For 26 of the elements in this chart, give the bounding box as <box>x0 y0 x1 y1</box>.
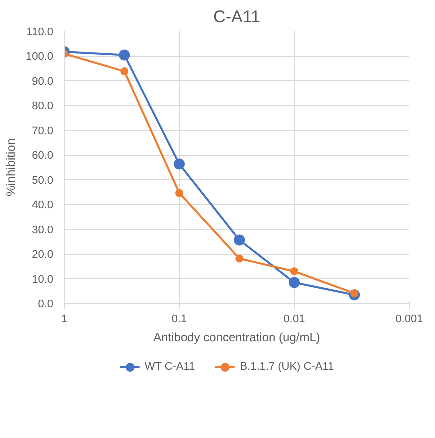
y-tick-label: 90.0 <box>32 76 54 88</box>
x-axis-title: Antibody concentration (ug/mL) <box>154 330 320 344</box>
point <box>120 68 129 76</box>
point <box>236 254 244 263</box>
y-tick-label: 20.0 <box>32 249 54 262</box>
x-tick-label: 0.01 <box>284 314 306 326</box>
y-tick-label: 70.0 <box>32 125 54 138</box>
x-tick-label: 1 <box>61 314 68 326</box>
y-axis-title: %inhibition <box>4 138 18 197</box>
point <box>234 234 246 246</box>
legend-label: B.1.1.7 (UK) C-A11 <box>240 361 334 373</box>
point <box>350 290 359 298</box>
point <box>119 50 130 61</box>
y-tick-label: 100.0 <box>26 51 54 64</box>
legend-label: WT C-A11 <box>144 361 196 373</box>
y-tick-label: 50.0 <box>32 174 54 187</box>
chart-title: C-A11 <box>214 8 260 26</box>
y-tick-label: 80.0 <box>32 100 54 113</box>
y-tick-label: 0.0 <box>38 298 54 310</box>
y-tick-label: 30.0 <box>32 224 54 236</box>
x-tick-label: 0.001 <box>396 314 424 326</box>
y-tick-label: 10.0 <box>32 274 54 286</box>
y-tick-label: 60.0 <box>32 150 54 162</box>
y-tick-label: 40.0 <box>32 200 54 212</box>
x-tick-label: 0.1 <box>172 314 188 326</box>
y-tick-label: 110.0 <box>26 26 54 38</box>
